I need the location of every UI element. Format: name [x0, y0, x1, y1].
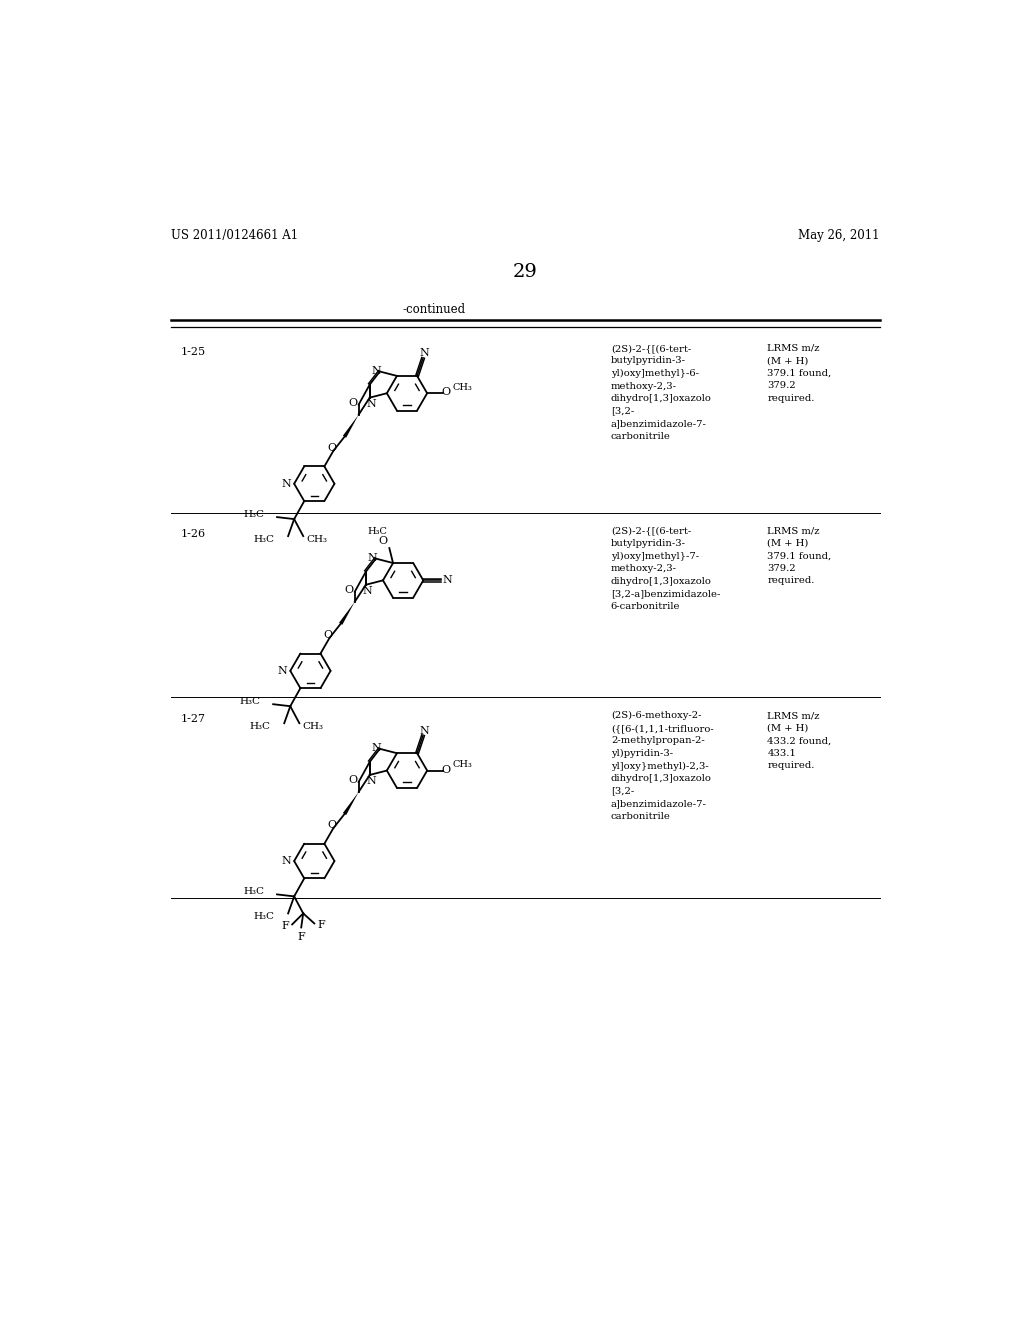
- Text: H₃C: H₃C: [253, 912, 274, 921]
- Text: O: O: [324, 630, 333, 640]
- Text: H₃C: H₃C: [244, 510, 264, 519]
- Text: -continued: -continued: [402, 302, 466, 315]
- Text: N: N: [419, 348, 429, 358]
- Text: H₃C: H₃C: [249, 722, 270, 731]
- Text: O: O: [348, 399, 357, 408]
- Text: N: N: [368, 553, 377, 562]
- Text: O: O: [379, 536, 388, 546]
- Text: N: N: [362, 586, 373, 595]
- Text: N: N: [367, 776, 376, 787]
- Text: May 26, 2011: May 26, 2011: [799, 228, 880, 242]
- Text: N: N: [371, 366, 381, 376]
- Text: CH₃: CH₃: [452, 383, 472, 392]
- Text: LRMS m/z
(M + H)
379.1 found,
379.2
required.: LRMS m/z (M + H) 379.1 found, 379.2 requ…: [767, 345, 831, 403]
- Text: O: O: [441, 764, 451, 775]
- Polygon shape: [339, 602, 354, 624]
- Text: 1-26: 1-26: [180, 529, 206, 539]
- Text: LRMS m/z
(M + H)
379.1 found,
379.2
required.: LRMS m/z (M + H) 379.1 found, 379.2 requ…: [767, 527, 831, 586]
- Text: US 2011/0124661 A1: US 2011/0124661 A1: [171, 228, 298, 242]
- Text: O: O: [348, 775, 357, 785]
- Text: O: O: [328, 442, 337, 453]
- Text: H₃C: H₃C: [368, 527, 388, 536]
- Text: N: N: [367, 399, 376, 409]
- Text: H₃C: H₃C: [240, 697, 261, 706]
- Text: O: O: [441, 388, 451, 397]
- Text: N: N: [282, 479, 291, 488]
- Text: (2S)-6-methoxy-2-
({[6-(1,1,1-trifluoro-
2-methylpropan-2-
yl)pyridin-3-
yl]oxy}: (2S)-6-methoxy-2- ({[6-(1,1,1-trifluoro-…: [611, 711, 714, 821]
- Polygon shape: [343, 792, 358, 814]
- Text: O: O: [328, 820, 337, 830]
- Text: N: N: [442, 574, 453, 585]
- Text: N: N: [419, 726, 429, 735]
- Text: CH₃: CH₃: [302, 722, 324, 731]
- Text: (2S)-2-{[(6-tert-
butylpyridin-3-
yl)oxy]methyl}-7-
methoxy-2,3-
dihydro[1,3]oxa: (2S)-2-{[(6-tert- butylpyridin-3- yl)oxy…: [611, 527, 720, 611]
- Text: 1-25: 1-25: [180, 347, 206, 356]
- Text: F: F: [282, 921, 289, 931]
- Text: 1-27: 1-27: [180, 714, 206, 723]
- Text: (2S)-2-{[(6-tert-
butylpyridin-3-
yl)oxy]methyl}-6-
methoxy-2,3-
dihydro[1,3]oxa: (2S)-2-{[(6-tert- butylpyridin-3- yl)oxy…: [611, 345, 712, 441]
- Text: H₃C: H₃C: [244, 887, 264, 896]
- Text: CH₃: CH₃: [452, 760, 472, 768]
- Text: LRMS m/z
(M + H)
433.2 found,
433.1
required.: LRMS m/z (M + H) 433.2 found, 433.1 requ…: [767, 711, 831, 771]
- Text: N: N: [278, 665, 288, 676]
- Text: N: N: [371, 743, 381, 752]
- Text: F: F: [317, 920, 326, 931]
- Text: 29: 29: [512, 264, 538, 281]
- Text: F: F: [297, 932, 305, 942]
- Text: N: N: [282, 857, 291, 866]
- Text: O: O: [344, 585, 353, 595]
- Polygon shape: [343, 414, 358, 438]
- Text: CH₃: CH₃: [306, 535, 328, 544]
- Text: H₃C: H₃C: [253, 535, 274, 544]
